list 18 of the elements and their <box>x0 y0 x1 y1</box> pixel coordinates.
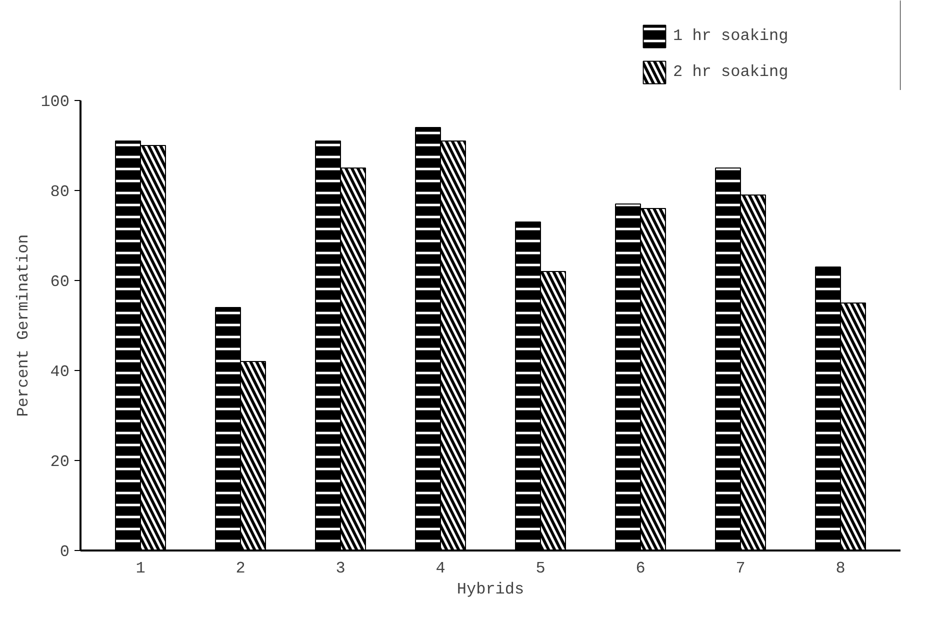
y-tick-label: 0 <box>60 543 70 561</box>
y-tick-label: 60 <box>50 273 70 291</box>
x-tick-label: 1 <box>136 560 146 578</box>
y-tick-label: 80 <box>50 183 70 201</box>
y-axis-title: Percent Germination <box>14 234 33 417</box>
y-tick-label: 100 <box>40 93 70 111</box>
legend-label: 1 hr soaking <box>673 27 788 45</box>
x-tick-label: 4 <box>436 560 446 578</box>
x-tick-label: 6 <box>636 560 646 578</box>
x-tick-label: 8 <box>836 560 846 578</box>
legend-label: 2 hr soaking <box>673 63 788 81</box>
x-axis-title: Hybrids <box>456 580 524 598</box>
x-tick-label: 2 <box>236 560 246 578</box>
x-tick-label: 3 <box>336 560 346 578</box>
y-tick-label: 40 <box>50 363 70 381</box>
x-tick-label: 7 <box>736 560 746 578</box>
y-tick-label: 20 <box>50 453 70 471</box>
x-tick-label: 5 <box>536 560 546 578</box>
